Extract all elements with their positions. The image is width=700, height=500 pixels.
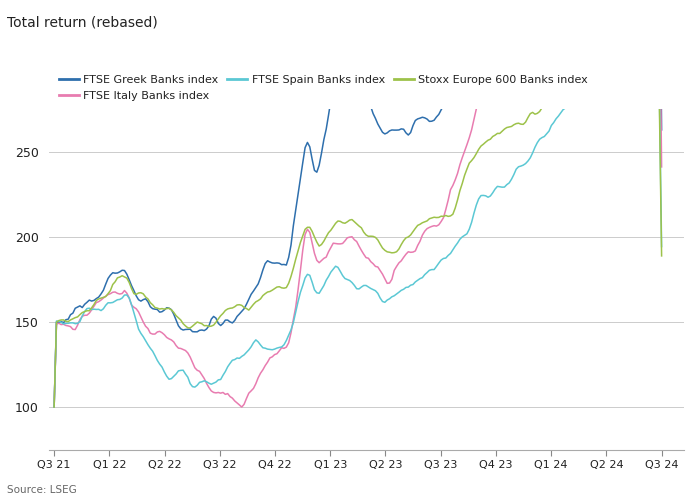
Legend: FTSE Greek Banks index, FTSE Italy Banks index, FTSE Spain Banks index, Stoxx Eu: FTSE Greek Banks index, FTSE Italy Banks… bbox=[54, 71, 592, 106]
Text: Source: LSEG: Source: LSEG bbox=[7, 485, 77, 495]
Text: Total return (rebased): Total return (rebased) bbox=[7, 16, 158, 30]
